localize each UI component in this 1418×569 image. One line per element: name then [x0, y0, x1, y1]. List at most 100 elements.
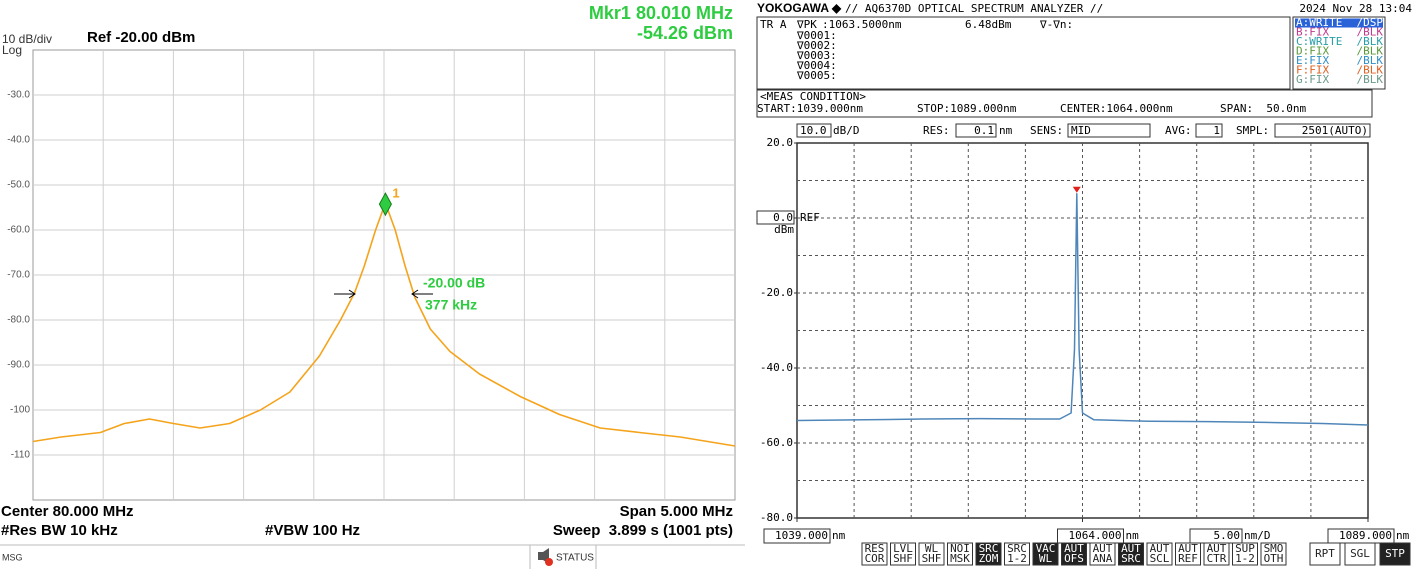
bandwidth-delta: -20.00 dB	[423, 275, 485, 291]
trace-state: /BLK	[1357, 35, 1384, 48]
trace-state: /BLK	[1357, 64, 1384, 77]
marker-label: 1	[392, 186, 399, 201]
softkey-label: STP	[1385, 547, 1405, 560]
trace-mode: E:FIX	[1296, 54, 1329, 67]
y-tick-label: -70.0	[7, 270, 30, 281]
softkey-label: WL	[925, 542, 939, 555]
softkey-label: SMO	[1264, 542, 1284, 555]
rbw: #Res BW 10 kHz	[1, 522, 118, 539]
y-tick-label: -80.0	[760, 511, 793, 524]
softkey-label: SRC	[1121, 552, 1141, 565]
softkey[interactable]	[1118, 542, 1144, 566]
softkey[interactable]	[1232, 542, 1258, 566]
marker	[378, 192, 392, 217]
setting-avg-label: AVG:	[1165, 124, 1192, 137]
y-tick-label: -30.0	[7, 90, 30, 101]
softkey[interactable]	[1004, 542, 1030, 566]
softkey-label: AUT	[1178, 542, 1198, 555]
softkey[interactable]	[1061, 542, 1087, 566]
softkey[interactable]	[947, 542, 973, 566]
y-tick-label: -50.0	[7, 180, 30, 191]
marker-level: 6.48dBm	[965, 18, 1012, 31]
setting-scale: 10.0	[800, 124, 827, 137]
trace-highlight	[1295, 18, 1383, 28]
softkey-label: 1-2	[1235, 552, 1255, 565]
meas-center: CENTER:1064.000nm	[1060, 102, 1173, 115]
trace	[32, 202, 736, 447]
softkey[interactable]	[1089, 542, 1116, 566]
softkey[interactable]	[1032, 542, 1059, 566]
meas-title: <MEAS CONDITION>	[760, 90, 866, 103]
trace-state: /BLK	[1357, 54, 1384, 67]
brand: YOKOGAWA ◆	[757, 1, 842, 15]
ref-box	[756, 210, 795, 225]
setting-avg: 1	[1213, 124, 1220, 137]
softkey[interactable]	[1203, 542, 1230, 566]
trace-mode: B:FIX	[1296, 26, 1329, 39]
softkey-label: REF	[1178, 552, 1198, 565]
meas-box	[756, 89, 1373, 118]
bw-arrow	[334, 289, 356, 299]
bandwidth-value: 377 kHz	[425, 297, 477, 313]
softkey-label: SHF	[893, 552, 913, 565]
peak-marker	[1072, 186, 1081, 193]
x-unit: nm	[1126, 529, 1140, 542]
softkey-label: SRC	[1007, 542, 1027, 555]
marker-delta: ∇-∇n:	[1039, 18, 1073, 31]
date: 2024 Nov 28 13:04	[1299, 2, 1412, 15]
x-unit: nm	[1396, 529, 1410, 542]
softkey-label: WL	[1039, 552, 1053, 565]
softkey[interactable]	[861, 542, 888, 566]
softkey[interactable]	[1379, 542, 1411, 566]
y-tick-label: -80.0	[7, 315, 30, 326]
softkey-label: OFS	[1064, 552, 1084, 565]
x-tick-label: 1064.000	[1069, 529, 1122, 542]
softkey-label: RPT	[1315, 547, 1335, 560]
softkey[interactable]	[1146, 542, 1173, 566]
softkey-label: AUT	[1207, 542, 1227, 555]
y-tick-label: -100	[10, 405, 30, 416]
marker-wavelength: :1063.5000nm	[822, 18, 902, 31]
softkey[interactable]	[890, 542, 916, 566]
trace-mode: D:FIX	[1296, 45, 1329, 58]
softkey[interactable]	[1344, 542, 1376, 566]
softkey-label: SCL	[1150, 552, 1170, 565]
softkey-label: VAC	[1036, 542, 1056, 555]
softkey-label: OTH	[1264, 552, 1284, 565]
x-tick-box	[763, 528, 831, 544]
y-tick-label: -60.0	[760, 436, 793, 449]
sweep: Sweep 3.899 s (1001 pts)	[553, 522, 733, 539]
y-tick-label: 0.0	[773, 211, 793, 224]
bw-arrow	[411, 289, 433, 299]
softkey[interactable]	[1175, 542, 1201, 566]
setting-res-label: RES:	[923, 124, 950, 137]
setting-scale-unit: dB/D	[833, 124, 860, 137]
softkey-label: AUT	[1093, 542, 1113, 555]
setting-box	[796, 123, 832, 138]
softkey-label: MSK	[950, 552, 970, 565]
status-msg: MSG	[2, 552, 23, 562]
setting-sens-label: SENS:	[1030, 124, 1063, 137]
status-icon-alert	[545, 558, 553, 566]
softkey-label: NOI	[950, 542, 970, 555]
softkey-label: SGL	[1350, 547, 1370, 560]
trace-state: /BLK	[1357, 26, 1384, 39]
softkey[interactable]	[975, 542, 1002, 566]
model: // AQ6370D OPTICAL SPECTRUM ANALYZER //	[845, 2, 1103, 15]
softkey[interactable]	[1309, 542, 1341, 566]
y-tick-label: 20.0	[767, 136, 794, 149]
trace	[796, 192, 1369, 426]
softkey[interactable]	[918, 542, 945, 566]
ref-label: REF	[800, 211, 820, 224]
softkey-label: CTR	[1207, 552, 1227, 565]
trace-mode: G:FIX	[1296, 73, 1329, 86]
setting-box	[1274, 123, 1371, 138]
y-tick-label: -60.0	[7, 225, 30, 236]
vbw: #VBW 100 Hz	[265, 522, 360, 539]
meas-start: START:1039.000nm	[757, 102, 863, 115]
marker-row: ∇0003:	[796, 49, 837, 62]
x-tick-label: 1089.000	[1339, 529, 1392, 542]
softkey-label: SUP	[1235, 542, 1255, 555]
softkey[interactable]	[1260, 542, 1287, 566]
x-tick-label: 1039.000	[775, 529, 828, 542]
